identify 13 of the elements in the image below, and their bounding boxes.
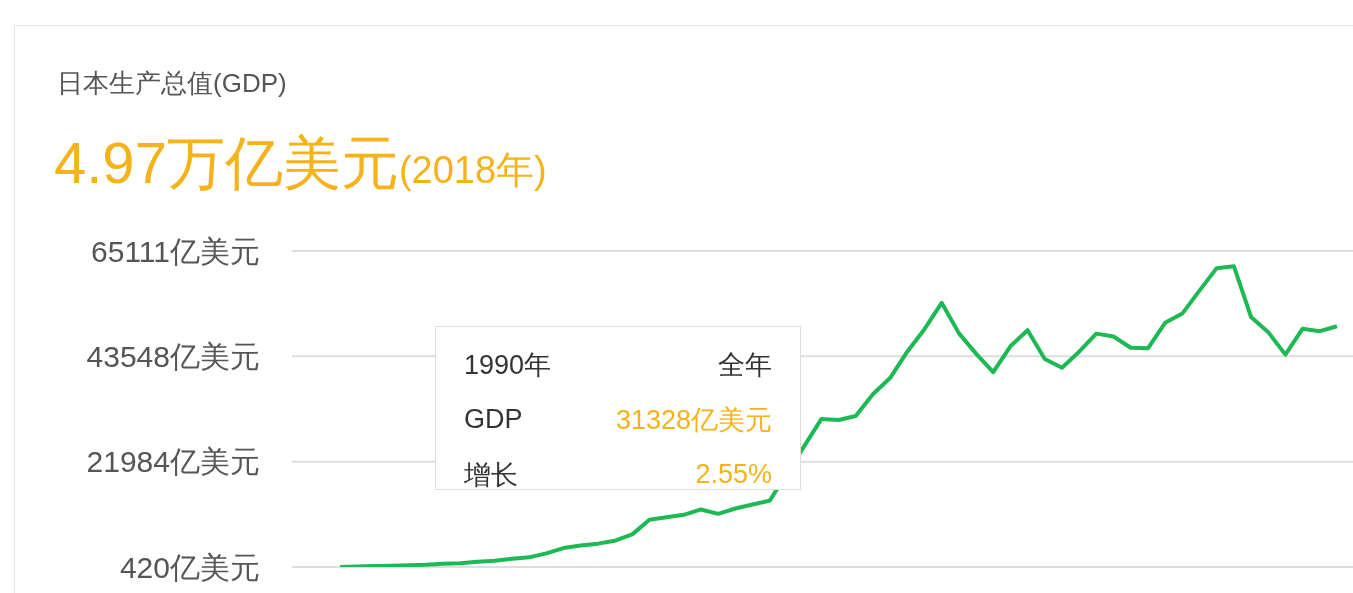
y-tick-label: 65111亿美元 [91,234,260,268]
annotation: 1990年 [464,348,552,382]
chart-title: 日本生产总值(GDP) [57,67,287,100]
line-series [338,264,1339,567]
annotation: 2.55% [695,459,772,490]
chart-subtitle: 4.97万亿美元(2018年) [54,130,547,195]
y-tick-label: 420亿美元 [119,550,260,584]
y-tick-label: 21984亿美元 [86,445,260,479]
annotation: GDP [464,404,523,435]
annotation: 增长 [464,458,518,492]
y-tick-label: 43548亿美元 [86,339,260,373]
annotation: 31328亿美元 [615,403,772,437]
annotation: 全年 [718,348,772,382]
